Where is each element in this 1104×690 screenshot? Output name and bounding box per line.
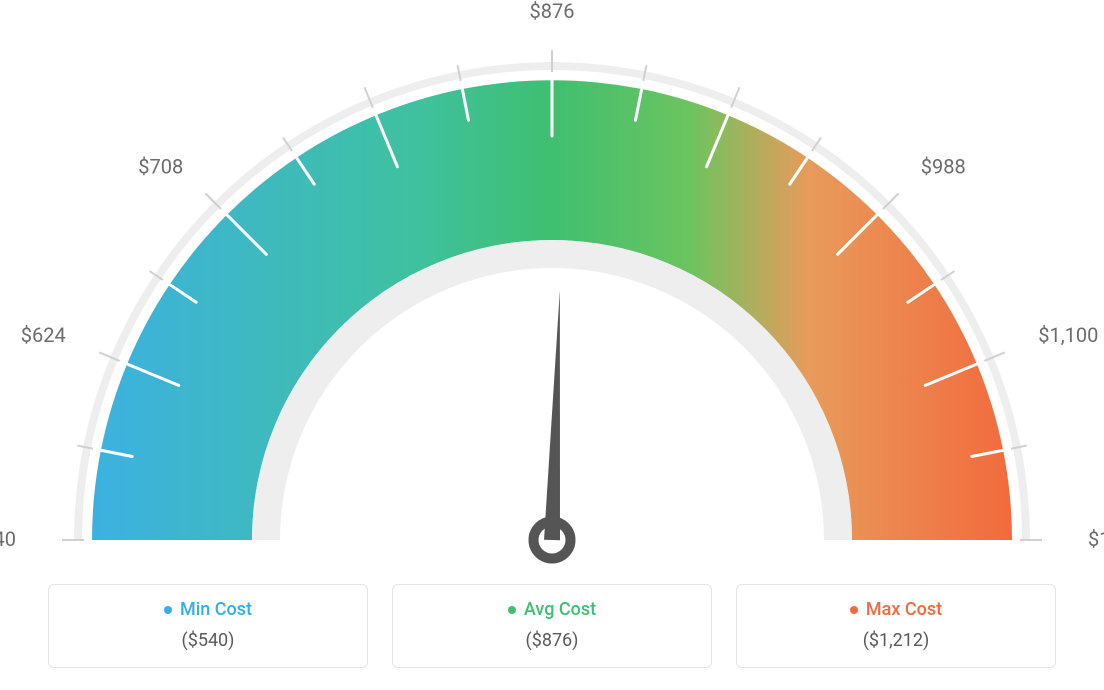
tick-label: $988 <box>921 154 966 178</box>
legend-dot-icon <box>508 606 516 614</box>
legend-card: Avg Cost ($876) <box>392 584 712 668</box>
legend-title: Max Cost <box>866 599 942 620</box>
legend-title: Avg Cost <box>524 599 596 620</box>
tick-label: $1,100 <box>1038 323 1098 347</box>
legend-title-row: Min Cost <box>65 599 351 620</box>
legend-title-row: Max Cost <box>753 599 1039 620</box>
legend-row: Min Cost ($540) Avg Cost ($876) Max Cost ($1,… <box>0 584 1104 668</box>
tick-label: $708 <box>138 154 183 178</box>
legend-value: ($540) <box>65 630 351 651</box>
legend-card: Min Cost ($540) <box>48 584 368 668</box>
legend-card: Max Cost ($1,212) <box>736 584 1056 668</box>
legend-value: ($1,212) <box>753 630 1039 651</box>
gauge-svg: $540 $624 $708 $876 $988 $1,100 $1,212 <box>0 0 1104 570</box>
legend-dot-icon <box>164 606 172 614</box>
needle <box>544 290 560 540</box>
tick-label: $624 <box>21 323 66 347</box>
legend-value: ($876) <box>409 630 695 651</box>
tick-label: $540 <box>0 527 16 551</box>
legend-dot-icon <box>850 606 858 614</box>
tick-label: $1,212 <box>1088 527 1104 551</box>
tick-label: $876 <box>530 0 575 23</box>
legend-title: Min Cost <box>180 599 252 620</box>
legend-title-row: Avg Cost <box>409 599 695 620</box>
cost-gauge-chart: $540 $624 $708 $876 $988 $1,100 $1,212 Min Cos… <box>0 0 1104 690</box>
